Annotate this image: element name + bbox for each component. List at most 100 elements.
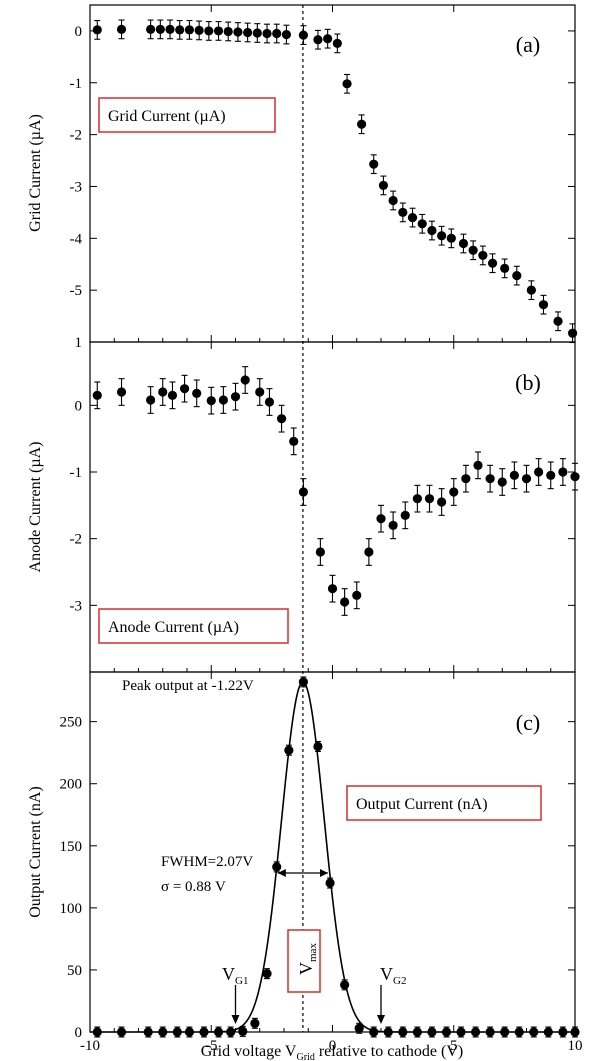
data-point — [175, 20, 185, 40]
data-point — [281, 24, 292, 45]
vg2-label: VG2 — [380, 964, 406, 987]
data-point — [526, 280, 536, 301]
y-tick-label: -3 — [70, 179, 83, 195]
fwhm-arrow — [277, 869, 329, 877]
data-point — [262, 968, 272, 980]
data-point — [230, 382, 241, 411]
data-point — [449, 478, 459, 506]
data-point — [558, 458, 568, 486]
data-point — [497, 468, 507, 496]
panel-a-letter: (a) — [516, 32, 540, 57]
panel-a-points — [92, 19, 578, 344]
panel-c: 0 50 100 150 200 250 -10 -5 0 5 10 (c) Output Curr… — [27, 671, 583, 1061]
data-point — [417, 213, 427, 234]
data-point — [485, 464, 495, 493]
y-tick-label: 200 — [60, 777, 83, 793]
x-tick-label: 5 — [450, 1038, 458, 1054]
panel-c-ticks: 0 50 100 150 200 250 -10 -5 0 5 10 — [60, 672, 583, 1054]
data-point — [427, 220, 437, 241]
data-point — [332, 33, 342, 54]
data-point — [315, 538, 325, 566]
data-point — [92, 381, 102, 410]
data-point — [272, 23, 282, 44]
panel-b-points — [92, 366, 580, 616]
data-point — [441, 1026, 452, 1038]
vmax-sub: max — [307, 943, 319, 962]
data-point — [383, 1026, 393, 1038]
data-point — [437, 225, 447, 246]
y-tick-label: -3 — [70, 598, 83, 614]
y-tick-label: 50 — [67, 963, 82, 979]
y-tick-label: 0 — [75, 398, 83, 414]
data-point — [398, 202, 408, 223]
data-point — [538, 294, 549, 315]
data-point — [340, 588, 350, 616]
data-point — [143, 1026, 153, 1038]
data-point — [313, 29, 323, 50]
data-point — [470, 1026, 481, 1038]
x-axis-title-tail: relative to cathode (V) — [315, 1043, 463, 1060]
data-point — [570, 462, 580, 491]
x-axis-title: Grid voltage VGrid relative to cathode (… — [201, 1043, 463, 1061]
data-point — [357, 114, 367, 135]
data-point — [456, 1026, 466, 1038]
data-point — [92, 20, 102, 40]
vg1-label: VG1 — [222, 964, 248, 987]
panel-c-legend-box — [346, 785, 542, 821]
y-tick-label: -5 — [70, 283, 83, 299]
data-point — [92, 1026, 102, 1038]
panel-a-ticks: 0 -1 -2 -3 -4 -5 1 — [70, 5, 576, 351]
y-tick-label: -4 — [70, 231, 83, 247]
data-point — [325, 877, 335, 889]
x-axis-title-sub: Grid — [296, 1052, 314, 1061]
data-point — [199, 1026, 209, 1038]
data-point — [352, 581, 362, 610]
y-tick-label: 0 — [75, 1025, 83, 1041]
data-point — [567, 323, 578, 344]
data-point — [327, 574, 338, 603]
data-point — [509, 461, 519, 490]
data-point — [369, 1026, 379, 1038]
panel-b: 0 -1 -2 -3 (b) Anode Current (µA) Anode Cur… — [27, 341, 580, 673]
y-tick-label: 1 — [75, 335, 83, 351]
vmax-box — [287, 929, 321, 993]
data-point — [264, 388, 275, 416]
data-point — [437, 488, 447, 516]
data-point — [427, 1026, 437, 1038]
data-point — [398, 1026, 408, 1038]
fwhm-arrow-head-left — [277, 869, 286, 877]
panel-b-legend-text: Anode Current (µA) — [108, 619, 239, 636]
data-point — [298, 478, 308, 506]
y-tick-label: -1 — [70, 465, 83, 481]
data-point — [323, 28, 333, 49]
panel-b-legend-box — [98, 608, 289, 644]
data-point — [534, 458, 544, 486]
x-tick-label: 0 — [329, 1038, 337, 1054]
sigma-annotation: σ = 0.88 V — [161, 879, 226, 895]
data-point — [146, 19, 156, 40]
y-tick-label: 0 — [75, 24, 83, 40]
data-point — [485, 1026, 495, 1038]
data-point — [468, 240, 478, 261]
y-tick-label: 100 — [60, 901, 83, 917]
data-point — [192, 379, 202, 408]
data-point — [284, 744, 294, 756]
panel-a: 0 -1 -2 -3 -4 -5 1 (a) Grid Current (µA) Grid … — [27, 4, 578, 351]
data-point — [570, 1026, 580, 1038]
data-point — [243, 22, 253, 43]
data-point — [158, 1026, 168, 1038]
data-point — [250, 1017, 260, 1029]
y-tick-label: -2 — [70, 128, 83, 144]
y-tick-label: 250 — [60, 715, 83, 731]
panel-a-frame — [89, 4, 576, 343]
x-tick-label: -5 — [205, 1038, 218, 1054]
panel-c-points — [92, 676, 580, 1038]
data-point — [354, 1022, 364, 1034]
data-point — [226, 1026, 236, 1038]
data-point — [255, 378, 265, 406]
data-point — [412, 1026, 422, 1038]
panel-c-letter: (c) — [516, 710, 540, 735]
data-point — [543, 1026, 553, 1038]
vg2-main: V — [380, 964, 393, 984]
panel-c-legend-text: Output Current (nA) — [356, 796, 488, 813]
